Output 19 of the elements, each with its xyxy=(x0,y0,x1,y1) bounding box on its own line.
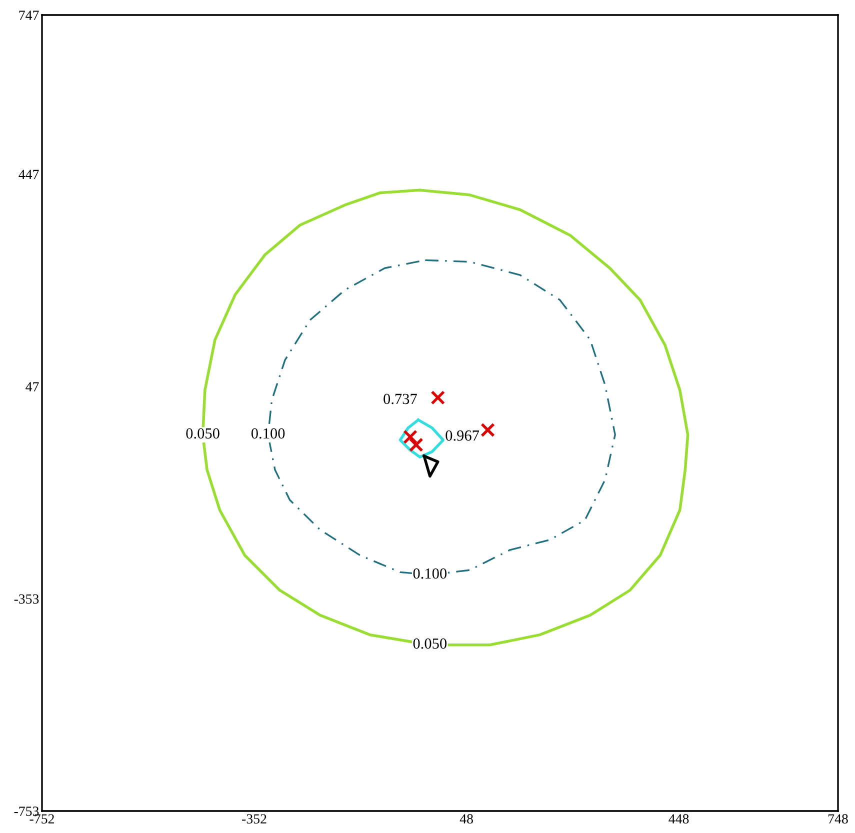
point xyxy=(403,430,418,444)
annotation: 0.100 xyxy=(413,568,447,579)
y-tick-label: -753 xyxy=(14,806,39,816)
x-tick-label: -352 xyxy=(242,814,266,824)
point xyxy=(430,390,446,405)
point xyxy=(480,422,495,438)
x-tick-label: -752 xyxy=(30,814,54,824)
annotation: 0.050 xyxy=(413,638,447,649)
y-tick-label: 747 xyxy=(19,10,39,20)
annotation: 0.100 xyxy=(251,428,285,439)
annotation: 0.050 xyxy=(186,428,220,439)
x-tick-label: 48 xyxy=(460,814,473,824)
annotation: 0.737 xyxy=(384,394,417,404)
x-tick-label: 448 xyxy=(668,814,689,824)
annotation: 0.967 xyxy=(446,430,480,441)
y-tick-label: -353 xyxy=(14,594,39,604)
y-tick-label: 447 xyxy=(18,170,39,180)
x-tick-label: 748 xyxy=(828,814,848,824)
y-tick-label: 47 xyxy=(26,382,39,392)
